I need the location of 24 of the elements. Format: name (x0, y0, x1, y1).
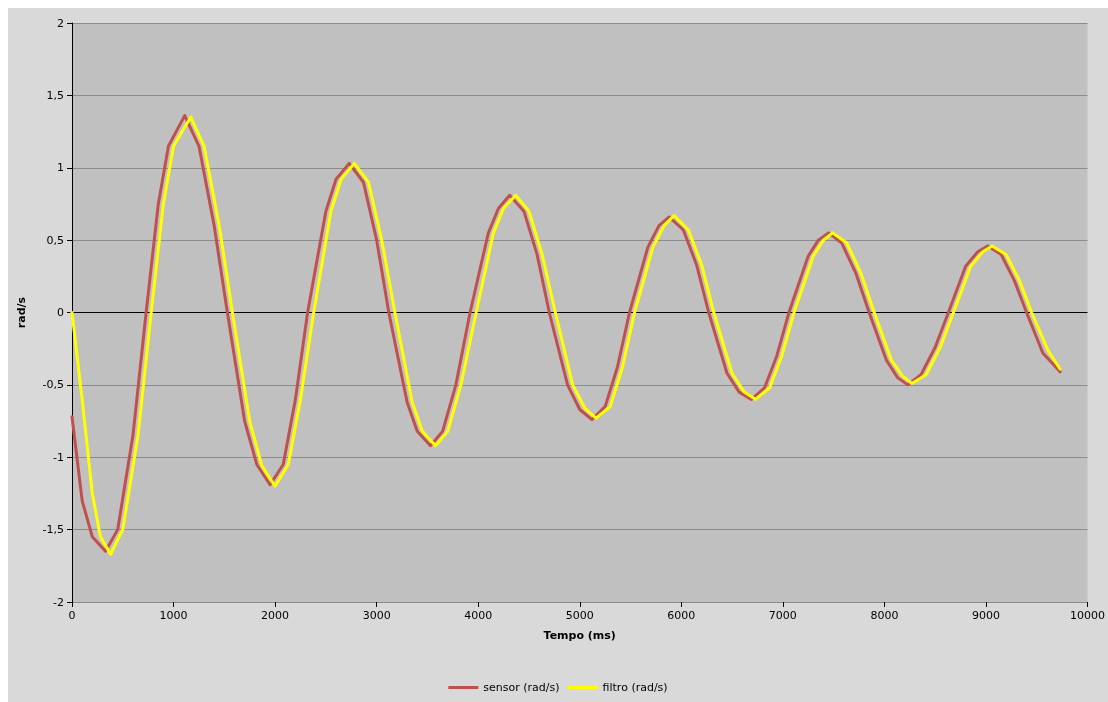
y-tick-label: -2 (53, 595, 64, 609)
x-tick-label: 10000 (1070, 609, 1105, 622)
y-tick-label: -1 (53, 450, 64, 464)
x-tick-label: 2000 (261, 609, 290, 622)
x-tick-label: 5000 (565, 609, 594, 622)
legend-label: sensor (rad/s) (483, 681, 560, 694)
y-tick-label: 1 (57, 161, 64, 175)
x-tick-label: 4000 (464, 609, 493, 622)
y-tick-label: 1,5 (46, 88, 64, 102)
x-tick-label: 3000 (362, 609, 391, 622)
x-tick-label: 0 (68, 609, 76, 622)
y-tick-label: 2 (57, 16, 64, 30)
x-tick-label: 6000 (667, 609, 696, 622)
y-tick-label: -0,5 (42, 378, 64, 392)
y-tick-label: 0 (57, 306, 64, 319)
x-tick-label: 9000 (971, 609, 1000, 622)
y-axis-title: rad/s (15, 296, 28, 329)
x-tick-label: 8000 (870, 609, 899, 622)
y-tick-label: 0,5 (46, 233, 64, 247)
y-tick-label: -1,5 (42, 523, 64, 537)
x-tick-label: 1000 (159, 609, 188, 622)
legend-label: filtro (rad/s) (602, 681, 668, 694)
x-tick-label: 7000 (768, 609, 797, 622)
x-axis-title: Tempo (ms) (543, 629, 616, 642)
